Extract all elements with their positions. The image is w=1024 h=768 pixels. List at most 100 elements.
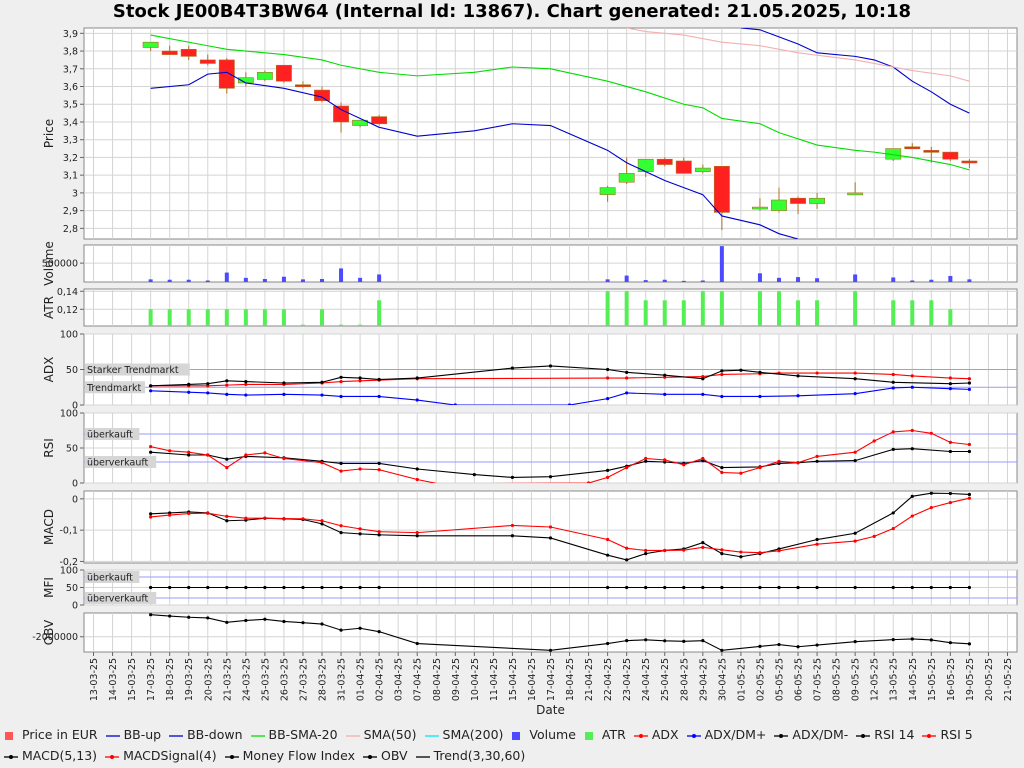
series-point [358, 532, 362, 536]
series-point [891, 380, 895, 384]
series-point [758, 394, 762, 399]
volume-bar [167, 279, 172, 282]
chart-title: Stock JE00B4T3BW64 (Internal Id: 13867).… [112, 1, 912, 22]
series-point [720, 369, 724, 373]
series-point [320, 393, 324, 397]
atr-bar [224, 309, 229, 326]
price-axis-label: Price [42, 119, 56, 148]
volume-bar [186, 279, 191, 282]
series-point [739, 368, 743, 372]
atr-bar [281, 309, 286, 326]
series-point [815, 454, 819, 458]
atr-bar [339, 324, 344, 326]
series-point [644, 548, 648, 553]
series-point [948, 491, 952, 496]
series-point [758, 466, 762, 470]
mfi-y-tick-label: 50 [66, 583, 78, 594]
x-tick-label: 17-04-25 [546, 658, 557, 701]
x-tick-label: 15-05-25 [927, 658, 938, 701]
series-point [910, 637, 914, 641]
volume-bar [757, 273, 762, 282]
reference-label-bg [85, 571, 140, 583]
series-point [777, 585, 781, 590]
legend-swatch [105, 754, 120, 759]
price-y-tick-label: 3,3 [63, 135, 78, 146]
rsi-grid [84, 412, 1017, 484]
series-point [206, 453, 210, 457]
series-point [510, 366, 515, 370]
mfi-y-tick-label: 100 [60, 566, 78, 577]
legend-label: BB-up [123, 727, 162, 742]
legend-item: BB-down [169, 724, 243, 745]
series-point [625, 546, 629, 550]
series-point [929, 431, 933, 435]
legend-swatch [686, 733, 701, 738]
series-point [149, 515, 153, 519]
volume-bar [643, 280, 648, 282]
series-point [415, 477, 419, 482]
adx-line [150, 372, 970, 387]
legend-label: RSI 5 [940, 727, 973, 742]
volume-bar [262, 278, 267, 282]
series-point [644, 585, 648, 590]
series-point [777, 459, 781, 463]
series-point [948, 449, 952, 454]
x-tick-label: 13-05-25 [889, 658, 900, 701]
series-point [663, 639, 667, 643]
series-point [796, 645, 800, 649]
series-point [891, 372, 895, 377]
candle [295, 84, 311, 88]
series-point [720, 372, 724, 377]
volume-bar [148, 279, 153, 282]
legend-item: Trend(3,30,60) [415, 745, 525, 766]
series-point [853, 585, 857, 590]
series-point [701, 377, 705, 381]
series-point [339, 524, 343, 528]
reference-label: überverkauft [87, 594, 149, 605]
series-point [206, 511, 210, 515]
series-point [720, 585, 724, 590]
series-point [910, 385, 914, 389]
legend-item: BB-up [105, 724, 162, 745]
series-point [187, 453, 191, 457]
legend-swatch [345, 734, 360, 737]
candle [656, 158, 673, 165]
series-point [625, 370, 629, 374]
series-point [910, 494, 914, 498]
adx-y-tick-label: 100 [60, 330, 78, 341]
series-point [891, 386, 895, 390]
legend-swatch [512, 731, 521, 740]
series-point [701, 639, 705, 643]
series-point [453, 403, 457, 405]
obv-axis-label: OBV [42, 619, 56, 645]
series-point [739, 550, 743, 554]
series-point [891, 511, 895, 515]
x-tick-label: 25-03-25 [260, 658, 271, 701]
x-tick-label: 20-05-25 [984, 658, 995, 701]
series-point [701, 392, 705, 396]
series-point [625, 585, 629, 590]
series-point [301, 517, 305, 521]
atr-bar [262, 309, 267, 326]
series-point [415, 398, 419, 402]
series-point [606, 376, 610, 380]
series-point [910, 514, 914, 518]
legend-item: ADX/DM+ [686, 724, 766, 745]
x-tick-label: 25-04-25 [660, 658, 671, 701]
volume-bar [243, 277, 248, 282]
volume-bar [224, 272, 229, 282]
series-point [625, 376, 629, 380]
legend-swatch [415, 755, 430, 758]
series-point [872, 439, 876, 443]
x-tick-label: 28-04-25 [679, 658, 690, 701]
adx-y-tick-label: 0 [72, 401, 78, 412]
series-point [606, 468, 610, 472]
series-point [377, 377, 381, 382]
atr-bar [700, 291, 705, 326]
reference-label-bg [85, 428, 140, 440]
price-y-tick-label: 3,2 [63, 153, 78, 164]
x-tick-label: 21-03-25 [222, 658, 233, 701]
legend-item: MACDSignal(4) [105, 745, 217, 766]
series-point [967, 442, 971, 447]
series-point [967, 449, 971, 454]
